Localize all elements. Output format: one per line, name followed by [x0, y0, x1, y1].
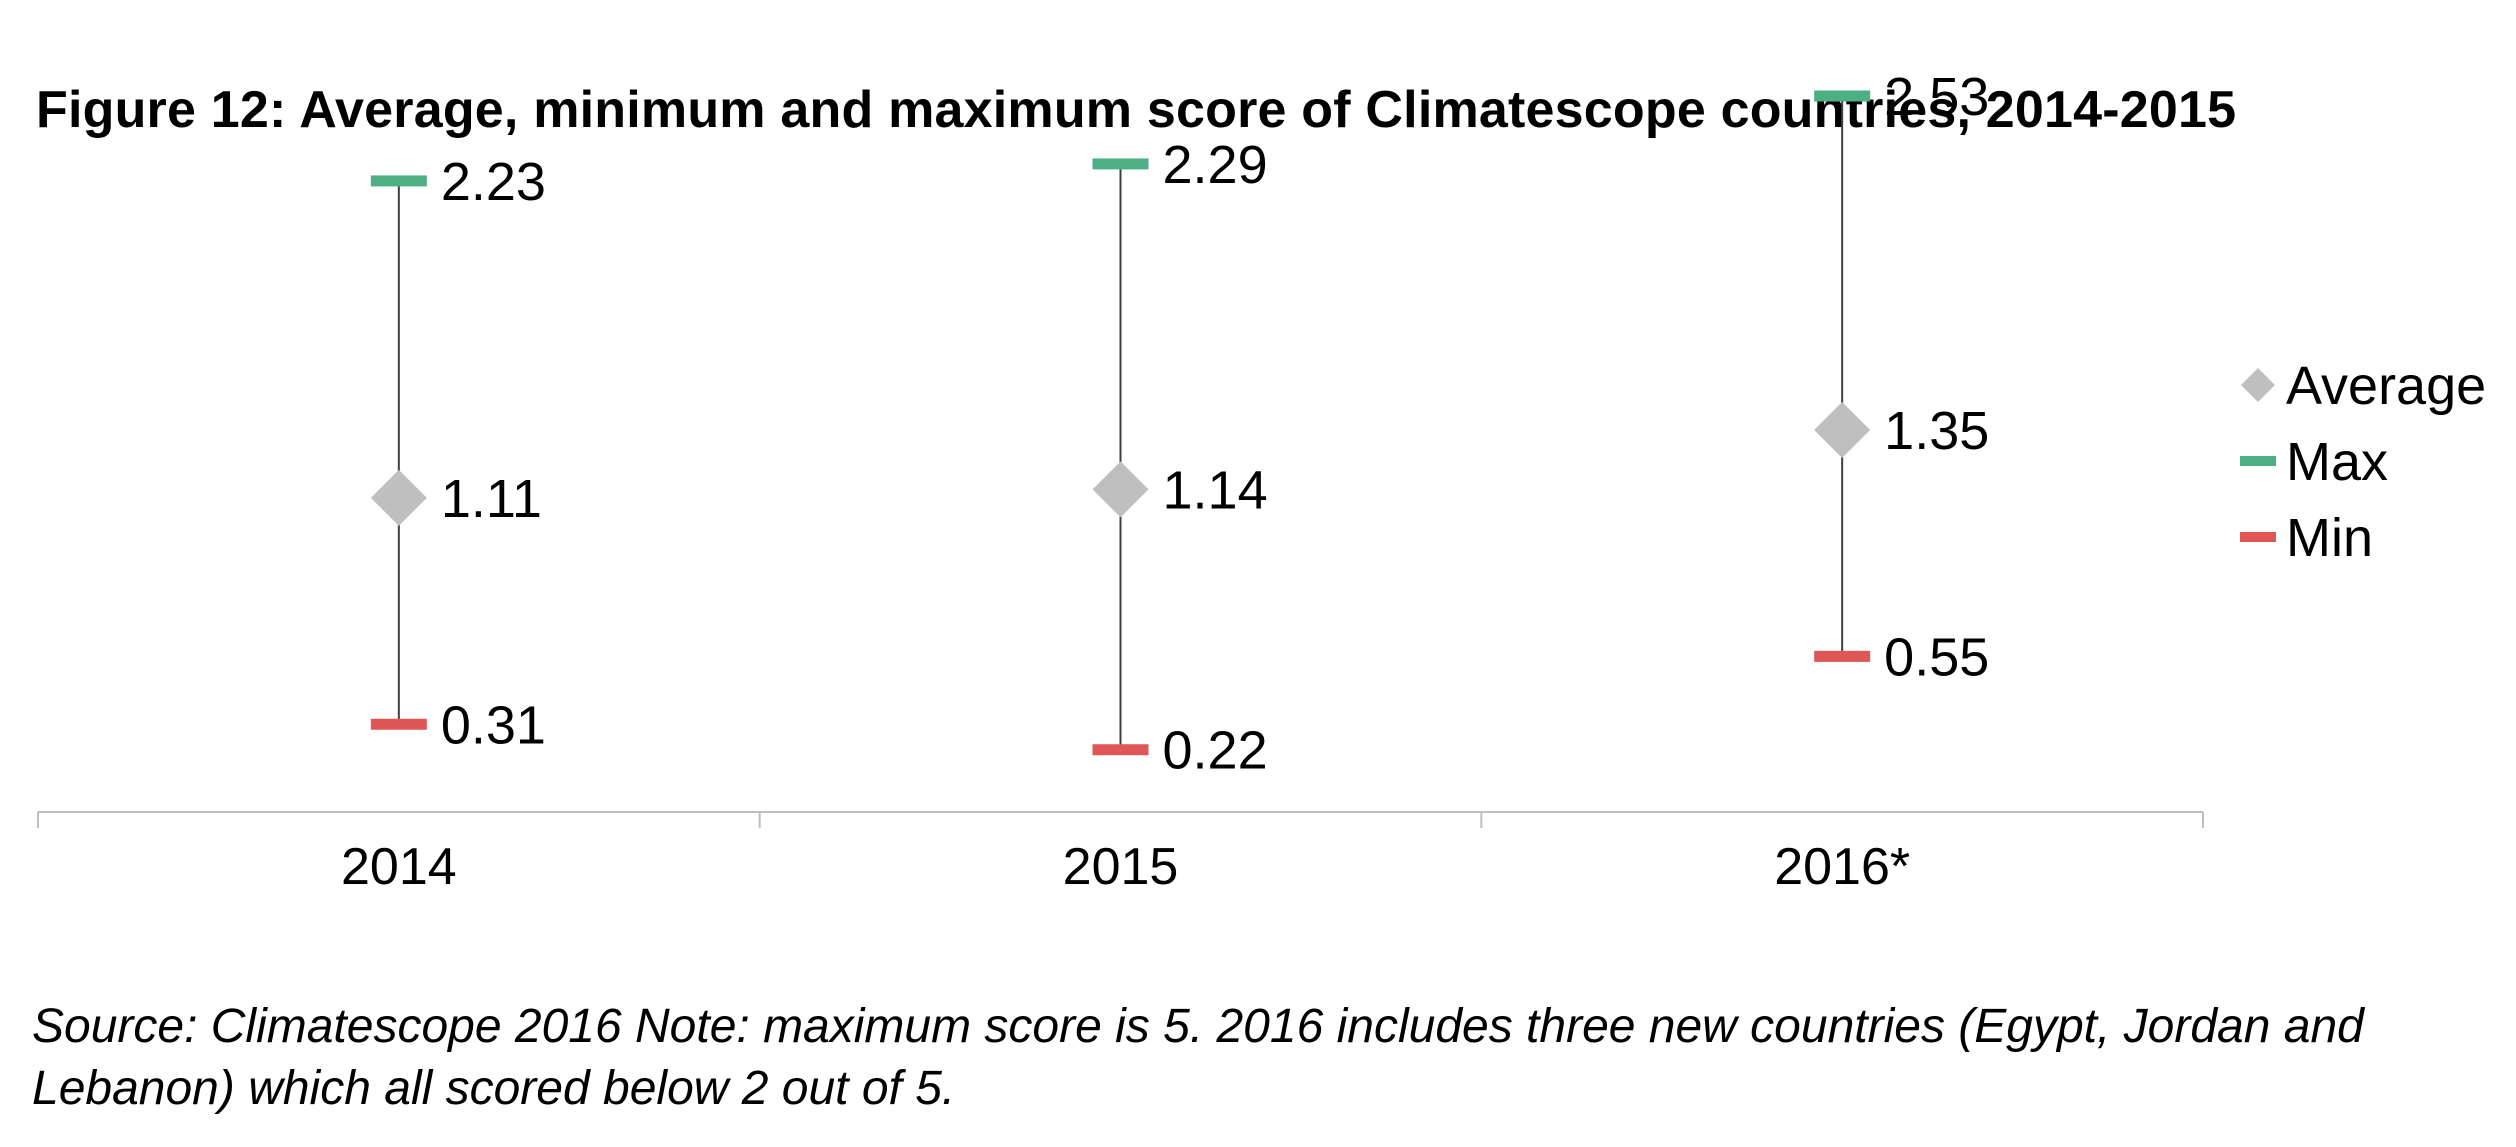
average-data-label: 1.35 — [1884, 401, 1989, 461]
max-data-label: 2.29 — [1163, 135, 1268, 195]
data-labels: 2.23 1.11 0.31 2.29 1.14 0.22 2.53 1.35 0.55 — [441, 67, 1989, 781]
max-marker — [1814, 90, 1871, 102]
average-marker — [1092, 461, 1149, 518]
legend-label: Average — [2286, 356, 2486, 416]
min-marker — [1092, 744, 1149, 756]
max-marker — [370, 175, 427, 187]
range-lines — [397, 96, 1844, 750]
average-marker — [1814, 401, 1871, 458]
source-note: Source: Climatescope 2016 Note: maximum … — [32, 1000, 2364, 1115]
min-marker — [1814, 650, 1871, 662]
data-markers — [370, 90, 1871, 756]
average-marker — [370, 469, 427, 526]
max-marker — [1092, 158, 1149, 170]
legend-item-max: Max — [2240, 432, 2388, 492]
x-tick-label: 2014 — [341, 838, 457, 896]
min-marker — [370, 718, 427, 730]
legend-dash-icon — [2240, 532, 2276, 542]
min-data-label: 0.31 — [441, 695, 546, 755]
min-data-label: 0.22 — [1163, 721, 1268, 781]
legend-item-min: Min — [2240, 508, 2373, 568]
legend-item-average: Average — [2241, 356, 2486, 416]
average-data-label: 1.11 — [441, 469, 542, 529]
legend-label: Min — [2286, 508, 2373, 568]
x-tick-labels: 2014 2015 2016* — [341, 838, 1910, 896]
x-tick-label: 2016* — [1774, 838, 1910, 896]
x-axis — [37, 811, 2204, 828]
legend: Average Max Min — [2240, 356, 2486, 568]
max-data-label: 2.23 — [441, 152, 546, 212]
max-data-label: 2.53 — [1884, 67, 1989, 127]
legend-diamond-icon — [2241, 368, 2275, 402]
average-data-label: 1.14 — [1163, 460, 1268, 520]
legend-label: Max — [2286, 432, 2388, 492]
min-data-label: 0.55 — [1884, 627, 1989, 687]
legend-dash-icon — [2240, 456, 2276, 466]
x-tick-label: 2015 — [1063, 838, 1179, 896]
